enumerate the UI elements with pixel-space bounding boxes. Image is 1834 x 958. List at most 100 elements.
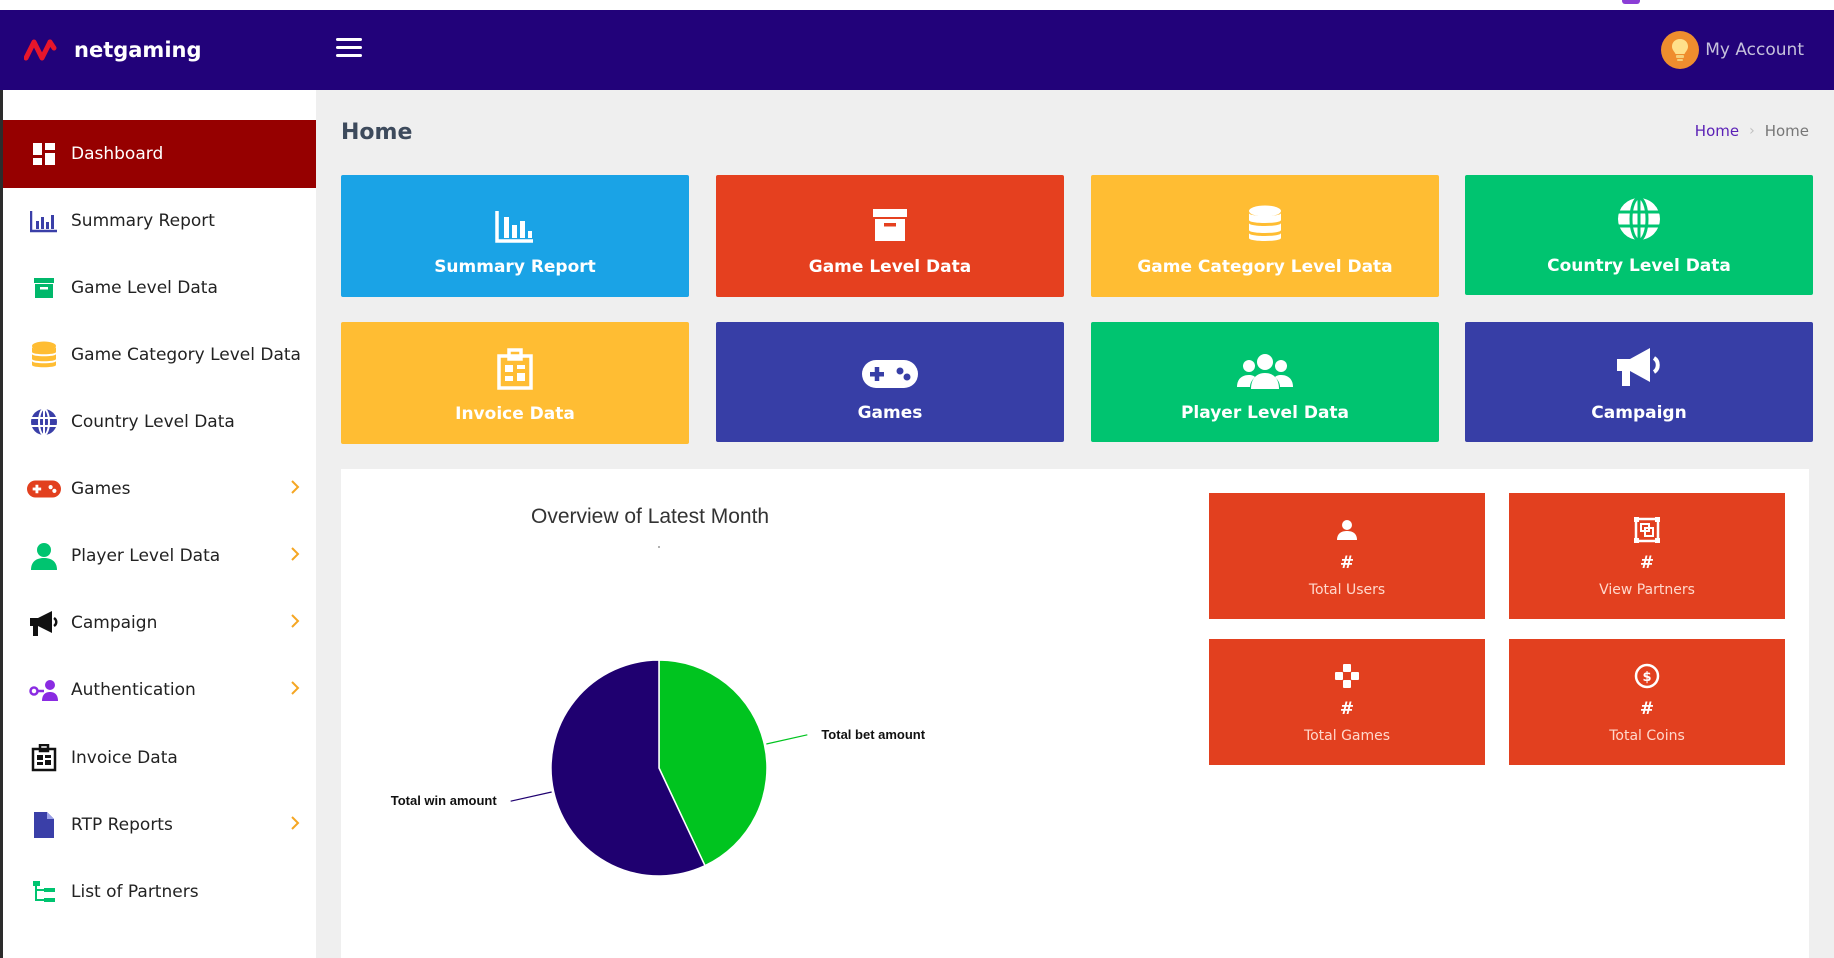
chevron-right-icon: [291, 480, 300, 494]
tile-label: Player Level Data: [1180, 403, 1350, 423]
brand-name: netgaming: [74, 38, 202, 62]
tile-player-level-data[interactable]: Player Level Data: [1091, 322, 1439, 442]
stat-label: Total Coins: [1609, 727, 1685, 744]
tile-label: Game Category Level Data: [1137, 257, 1393, 277]
bar-chart-icon: [27, 204, 61, 238]
breadcrumb-current: Home: [1764, 122, 1809, 140]
globe-icon: [27, 405, 61, 439]
gamepad-icon: [27, 472, 61, 506]
dollar-coin-icon: $: [1634, 661, 1660, 691]
sidebar-item-label: List of Partners: [71, 882, 199, 902]
sidebar-item-game-category-level-data[interactable]: Game Category Level Data: [3, 321, 316, 389]
stat-total-users[interactable]: # Total Users: [1209, 493, 1485, 619]
stat-value: #: [1339, 552, 1355, 573]
tile-label: Summary Report: [434, 257, 596, 277]
stat-view-partners[interactable]: # View Partners: [1509, 493, 1785, 619]
chart-title: Overview of Latest Month: [531, 505, 770, 528]
megaphone-icon: [1614, 341, 1664, 389]
svg-text:$: $: [1642, 670, 1651, 685]
top-strip: [0, 0, 1834, 10]
stat-label: Total Users: [1308, 581, 1386, 598]
tile-games[interactable]: Games: [716, 322, 1064, 442]
sidebar-item-country-level-data[interactable]: Country Level Data: [3, 388, 316, 456]
sidebar-item-label: Game Category Level Data: [71, 345, 301, 365]
sitemap-icon: [27, 875, 61, 909]
chart-legend-dot: [658, 546, 660, 548]
pie-leader-line: [766, 734, 808, 745]
sidebar-item-game-level-data[interactable]: Game Level Data: [3, 254, 316, 322]
hamburger-bar: [336, 46, 362, 49]
sidebar-item-label: Campaign: [71, 613, 158, 633]
tile-summary-report[interactable]: Summary Report: [341, 175, 689, 297]
lightbulb-icon: [1672, 39, 1689, 61]
my-account-button[interactable]: My Account: [1661, 10, 1804, 90]
sidebar-item-label: Dashboard: [71, 144, 164, 164]
netgaming-logo-icon: [24, 39, 57, 61]
tile-label: Invoice Data: [455, 404, 575, 424]
chevron-right-icon: [291, 614, 300, 628]
sidebar-item-summary-report[interactable]: Summary Report: [3, 187, 316, 255]
archive-icon: [27, 271, 61, 305]
hamburger-bar: [336, 54, 362, 57]
user-icon: [27, 539, 61, 573]
dashboard-icon: [27, 137, 61, 171]
tile-campaign[interactable]: Campaign: [1465, 322, 1813, 442]
stat-value: #: [1639, 552, 1655, 573]
brand[interactable]: netgaming: [24, 10, 202, 90]
key-user-icon: [27, 673, 61, 707]
sidebar: Dashboard Summary Report Game Level Data…: [3, 90, 316, 958]
main-content: Home Home › Home Summary Report Game Lev…: [316, 90, 1834, 958]
gamepad-icon: [862, 341, 918, 389]
user-icon: [1336, 515, 1358, 545]
invoice-icon: [496, 342, 534, 390]
database-icon: [27, 338, 61, 372]
overview-panel: Overview of Latest Month Total bet amoun…: [341, 469, 1809, 958]
dpad-icon: [1334, 661, 1360, 691]
sidebar-item-games[interactable]: Games: [3, 455, 316, 523]
sidebar-item-label: Summary Report: [71, 211, 215, 231]
sidebar-item-authentication[interactable]: Authentication: [3, 656, 316, 724]
menu-toggle-button[interactable]: [336, 38, 362, 60]
megaphone-icon: [27, 606, 61, 640]
sidebar-item-rtp-reports[interactable]: RTP Reports: [3, 791, 316, 859]
sidebar-item-label: Country Level Data: [71, 412, 235, 432]
invoice-icon: [27, 741, 61, 775]
pie-label: Total bet amount: [821, 727, 925, 742]
bar-chart-icon: [495, 195, 535, 243]
stat-label: Total Games: [1303, 727, 1391, 744]
breadcrumb-separator-icon: ›: [1749, 123, 1755, 139]
tile-country-level-data[interactable]: Country Level Data: [1465, 175, 1813, 295]
sidebar-item-label: RTP Reports: [71, 815, 173, 835]
top-tab-marker: [1622, 0, 1640, 4]
sidebar-item-invoice-data[interactable]: Invoice Data: [3, 724, 316, 792]
tile-game-level-data[interactable]: Game Level Data: [716, 175, 1064, 297]
sidebar-item-player-level-data[interactable]: Player Level Data: [3, 522, 316, 590]
stat-value: #: [1339, 698, 1355, 719]
sidebar-item-list-of-partners[interactable]: List of Partners: [3, 858, 316, 926]
pie-slice-total-win-amount[interactable]: [550, 659, 706, 877]
top-navbar: netgaming My Account: [0, 10, 1834, 90]
sidebar-item-label: Authentication: [71, 680, 196, 700]
tile-label: Games: [857, 403, 923, 423]
tile-label: Country Level Data: [1547, 256, 1731, 276]
tile-label: Game Level Data: [808, 257, 972, 277]
chevron-right-icon: [291, 681, 300, 695]
stat-total-coins[interactable]: $ # Total Coins: [1509, 639, 1785, 765]
stat-total-games[interactable]: # Total Games: [1209, 639, 1485, 765]
pie-chart: Total bet amount Total win amount: [391, 659, 926, 877]
tile-game-category-level-data[interactable]: Game Category Level Data: [1091, 175, 1439, 297]
database-icon: [1248, 195, 1282, 243]
chevron-right-icon: [291, 547, 300, 561]
breadcrumb-home-link[interactable]: Home: [1694, 122, 1740, 140]
sidebar-item-campaign[interactable]: Campaign: [3, 589, 316, 657]
sidebar-item-label: Player Level Data: [71, 546, 221, 566]
chevron-right-icon: [291, 816, 300, 830]
account-label: My Account: [1705, 40, 1804, 60]
sidebar-item-dashboard[interactable]: Dashboard: [3, 120, 316, 188]
tile-invoice-data[interactable]: Invoice Data: [341, 322, 689, 444]
sidebar-item-label: Invoice Data: [71, 748, 178, 768]
stat-value: #: [1639, 698, 1655, 719]
pie-slice-total-bet-amount[interactable]: [658, 659, 768, 867]
archive-icon: [872, 195, 908, 243]
partners-icon: [1633, 515, 1661, 545]
